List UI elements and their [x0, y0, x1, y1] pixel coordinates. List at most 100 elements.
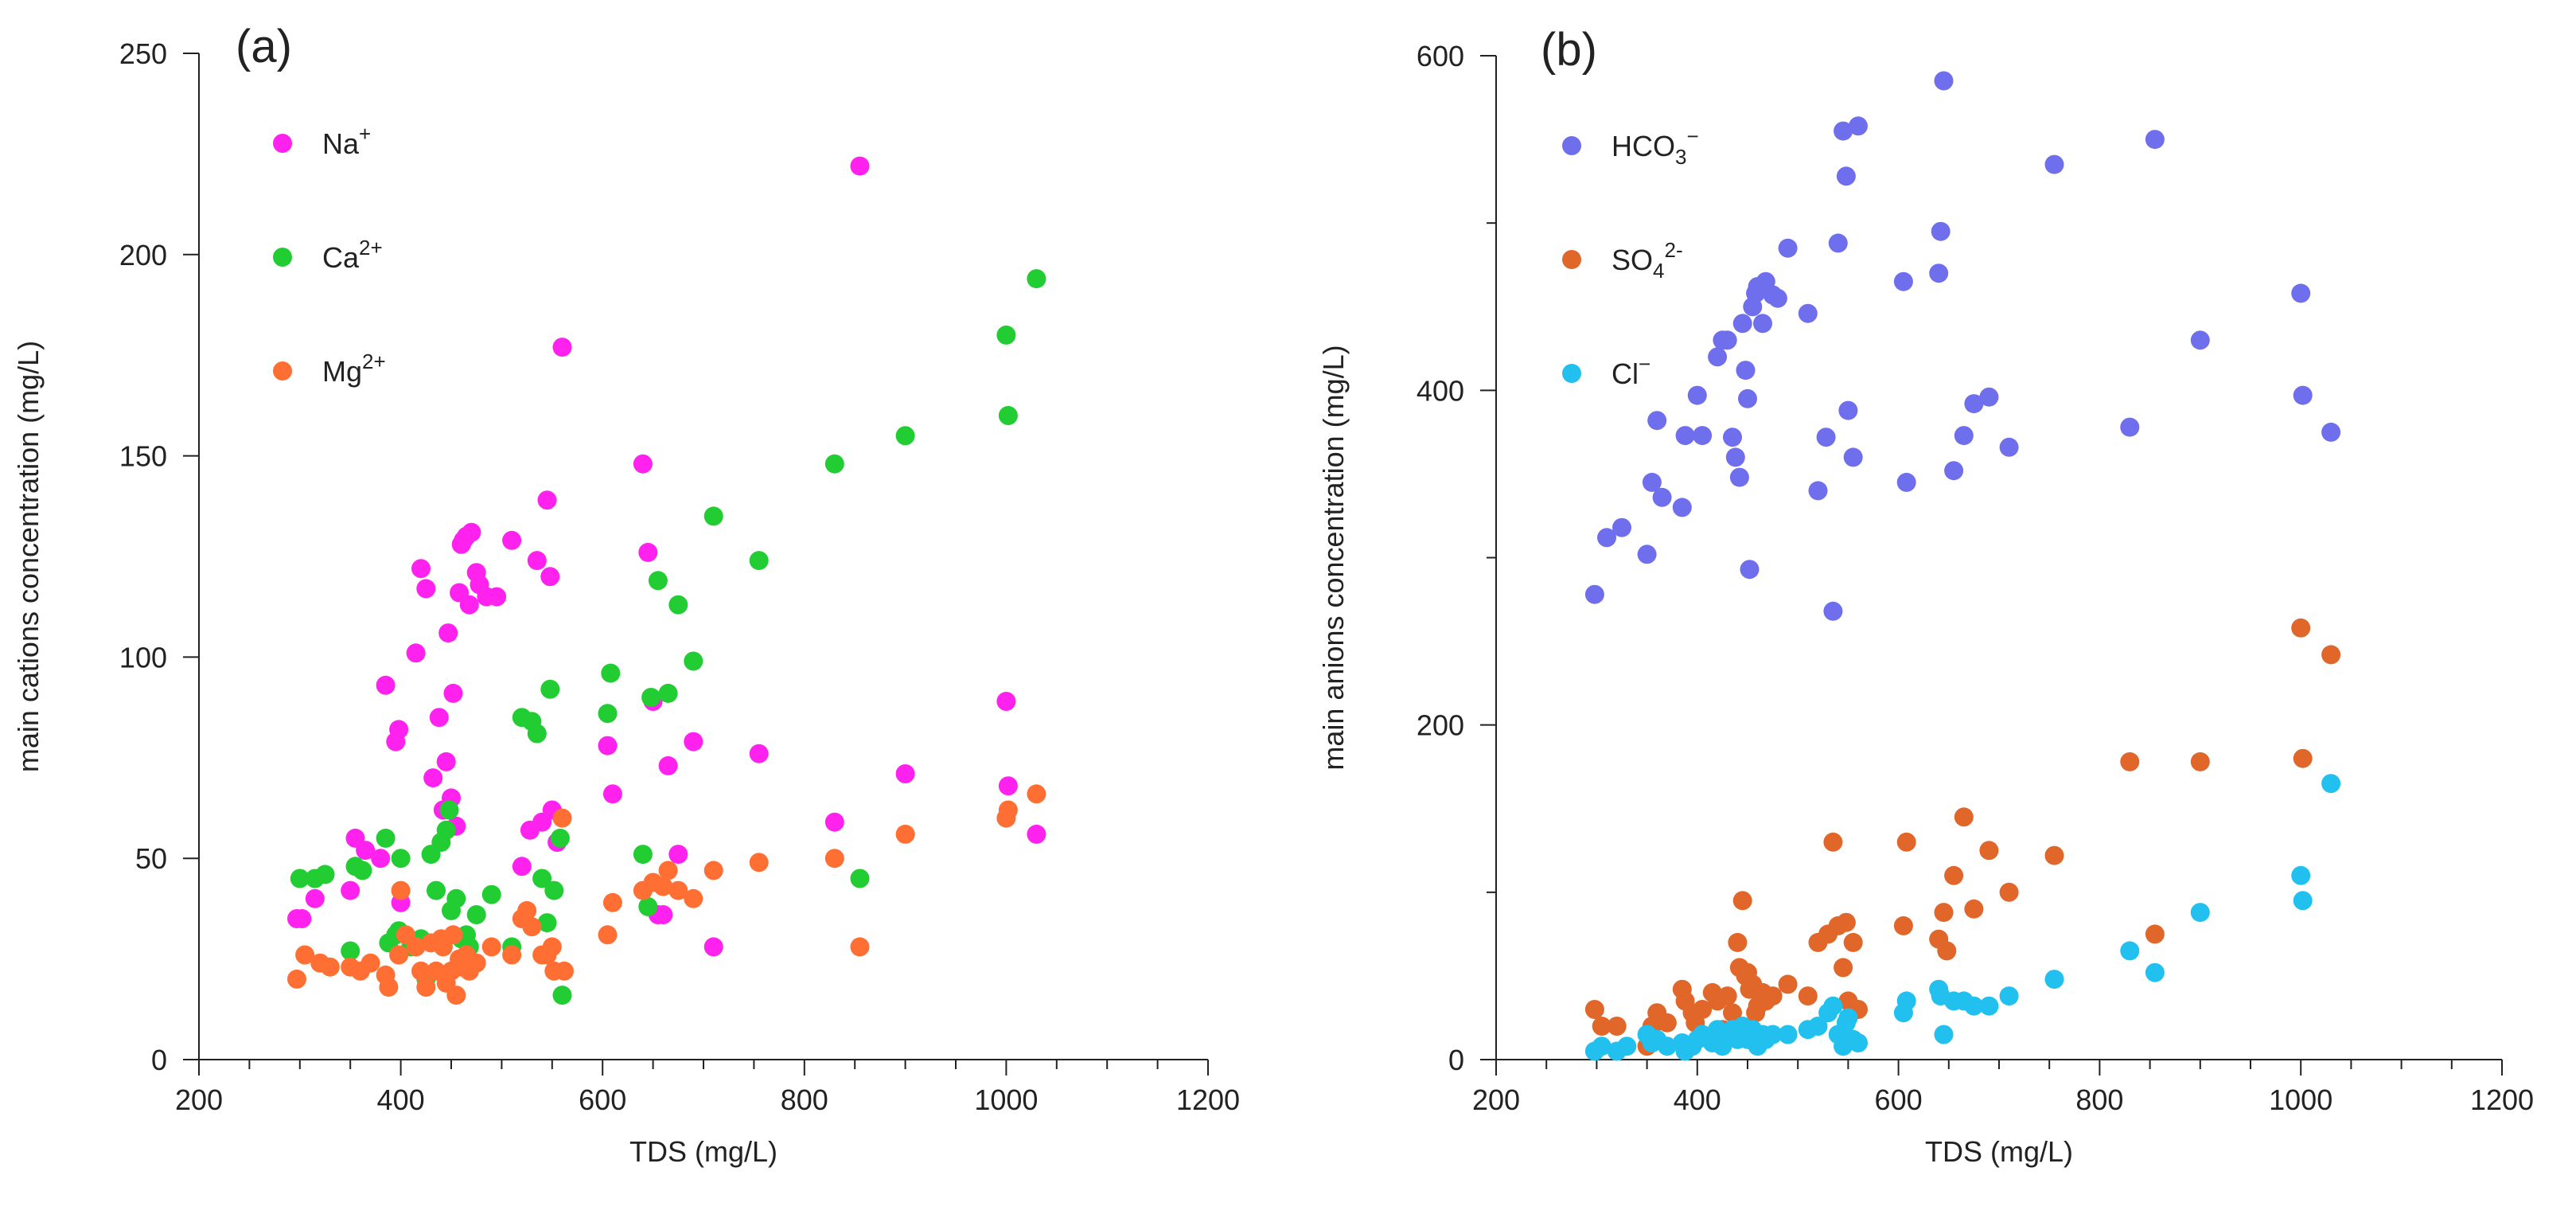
data-point [895, 824, 915, 844]
legend-marker [1562, 136, 1581, 155]
data-point [2321, 645, 2341, 665]
data-point [1964, 394, 1984, 414]
data-point [1849, 1033, 1868, 1052]
data-point [1979, 841, 1999, 861]
legend-superscript: 2+ [359, 236, 383, 260]
data-point [379, 978, 399, 997]
data-point [703, 861, 723, 880]
data-point [1728, 932, 1748, 952]
data-point [1843, 447, 1863, 467]
data-point [1937, 941, 1957, 961]
data-point [1592, 1017, 1611, 1036]
data-point [459, 595, 479, 615]
legend-subscript: 4 [1653, 259, 1664, 283]
legend-marker [273, 248, 292, 267]
data-point [1834, 121, 1853, 141]
data-point [1607, 1017, 1627, 1036]
data-point [1823, 996, 1843, 1016]
data-point [1675, 426, 1695, 446]
data-point [1027, 824, 1046, 844]
x-tick-label: 1000 [974, 1083, 1038, 1116]
data-point [850, 156, 870, 176]
x-tick-label: 1200 [2470, 1083, 2534, 1116]
data-point [438, 623, 458, 643]
data-point [406, 937, 426, 957]
data-point [658, 861, 678, 880]
data-point [1798, 986, 1818, 1006]
data-point [423, 768, 443, 788]
data-point [658, 755, 678, 775]
data-point [376, 675, 396, 695]
panel-label: (b) [1541, 24, 1597, 76]
data-point [287, 969, 306, 989]
data-point [1027, 269, 1046, 289]
data-point [1732, 314, 1752, 334]
data-point [2190, 752, 2210, 771]
data-point [668, 595, 688, 615]
data-point [1896, 832, 1916, 852]
data-point [411, 961, 431, 981]
data-point [1657, 1037, 1677, 1056]
x-tick-label: 400 [1674, 1083, 1721, 1116]
x-tick-label: 1000 [2269, 1083, 2332, 1116]
data-point [601, 663, 621, 683]
data-point [436, 752, 456, 771]
data-point [638, 896, 658, 916]
data-point [1893, 916, 1913, 935]
data-point [527, 724, 547, 744]
data-point [1929, 264, 1949, 283]
data-point [824, 812, 844, 832]
data-point [2120, 941, 2140, 961]
x-tick-label: 600 [1875, 1083, 1923, 1116]
data-point [641, 688, 661, 707]
data-point [1693, 1000, 1713, 1019]
data-point [512, 857, 532, 876]
data-point [1763, 986, 1783, 1006]
data-point [1893, 271, 1913, 291]
data-point [602, 892, 622, 912]
data-point [320, 957, 340, 977]
data-point [2044, 154, 2064, 174]
legend-label: SO42- [1611, 238, 1683, 283]
y-tick-label: 150 [119, 440, 167, 473]
data-point [703, 506, 723, 526]
data-point [1979, 387, 1999, 407]
x-tick-label: 200 [1472, 1083, 1520, 1116]
data-point [1931, 221, 1951, 241]
data-point [353, 861, 372, 880]
data-point [1834, 958, 1853, 978]
data-point [540, 567, 560, 587]
data-point [416, 978, 436, 997]
data-point [633, 454, 653, 474]
data-point [2293, 385, 2313, 405]
data-point [1836, 912, 1856, 932]
data-point [2145, 130, 2165, 150]
data-point [668, 845, 688, 865]
data-point [1836, 166, 1856, 186]
data-point [996, 692, 1016, 711]
y-tick-label: 600 [1417, 40, 1464, 72]
data-point [2145, 924, 2165, 944]
data-point [684, 651, 703, 671]
data-point [1736, 361, 1756, 381]
data-point [1597, 528, 1616, 548]
data-point [638, 542, 658, 562]
series-ca [290, 269, 1046, 1005]
data-point [356, 841, 376, 861]
data-point [1687, 385, 1707, 405]
data-point [481, 937, 501, 957]
data-point [996, 325, 1016, 345]
data-point [391, 880, 411, 900]
data-point [527, 551, 547, 571]
data-point [998, 800, 1018, 820]
data-point [895, 426, 915, 446]
data-point [598, 925, 618, 945]
data-point [389, 945, 409, 965]
panel-a-cations-chart: 200 400 600 800 1000 1200 0 50 100 150 200 250 TDS (… [12, 21, 1240, 1168]
data-point [1838, 1008, 1858, 1028]
data-point [653, 876, 673, 896]
data-point [2291, 618, 2311, 638]
data-point [1798, 303, 1818, 323]
data-point [1999, 437, 2019, 457]
